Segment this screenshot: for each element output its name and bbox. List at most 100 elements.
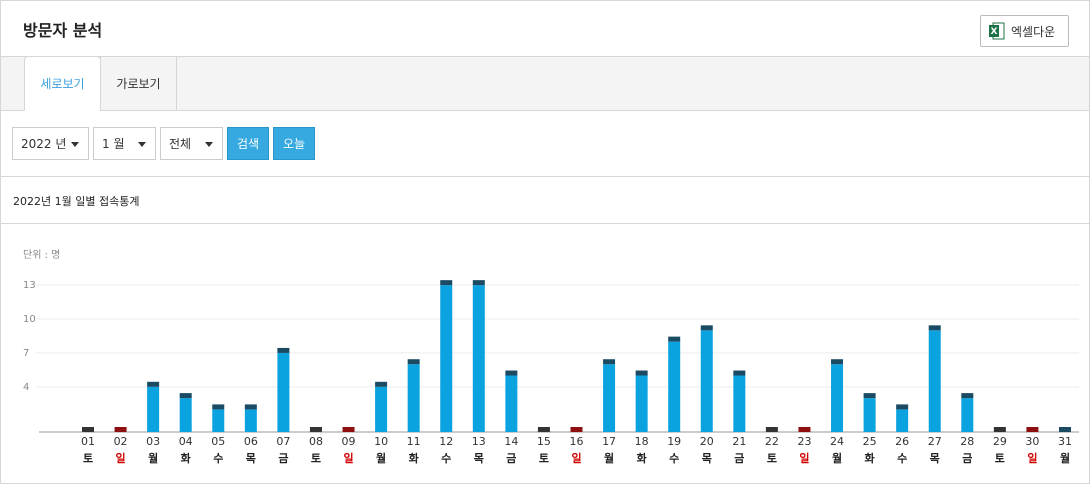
bar-cap xyxy=(896,404,909,410)
bar-cap xyxy=(342,427,355,432)
bar xyxy=(831,364,844,432)
weekday-label: 금 xyxy=(962,452,972,465)
scope-select[interactable]: 전체 xyxy=(160,127,223,160)
bar xyxy=(407,364,420,432)
bar-cap xyxy=(765,427,778,432)
x-tick-label: 27 xyxy=(928,435,942,448)
bar-cap xyxy=(440,280,453,286)
weekday-label: 월 xyxy=(604,451,614,465)
x-tick-label: 15 xyxy=(537,435,551,448)
bar-cap xyxy=(505,370,518,376)
x-tick-label: 01 xyxy=(81,435,95,448)
month-select[interactable]: 1 월 xyxy=(93,127,156,160)
y-tick-label: 13 xyxy=(23,280,36,291)
bar-cap xyxy=(82,427,94,432)
x-tick-label: 26 xyxy=(895,435,909,448)
x-tick-label: 25 xyxy=(863,435,877,448)
weekday-label: 금 xyxy=(734,452,744,465)
x-tick-label: 29 xyxy=(993,435,1007,448)
bar xyxy=(961,398,974,432)
weekday-label: 토 xyxy=(83,452,93,465)
x-tick-label: 28 xyxy=(960,435,974,448)
weekday-label: 토 xyxy=(539,452,549,465)
bar-cap xyxy=(375,381,388,387)
weekday-label: 일 xyxy=(799,451,809,465)
tab[interactable]: 세로보기 xyxy=(24,56,101,111)
excel-icon: X xyxy=(989,22,1005,40)
bar-cap xyxy=(733,370,746,376)
search-button[interactable]: 검색 xyxy=(227,127,269,160)
svg-text:X: X xyxy=(991,27,998,37)
bar xyxy=(928,330,941,432)
bar xyxy=(863,398,876,432)
x-tick-label: 18 xyxy=(635,435,649,448)
bar-cap xyxy=(863,393,876,399)
y-tick-label: 10 xyxy=(23,314,36,325)
weekday-label: 월 xyxy=(148,451,158,465)
bar-cap xyxy=(570,427,583,432)
bar xyxy=(505,375,518,432)
x-tick-label: 06 xyxy=(244,435,258,448)
weekday-label: 목 xyxy=(246,452,256,465)
bar xyxy=(277,352,290,432)
weekday-label: 목 xyxy=(474,452,484,465)
x-tick-label: 19 xyxy=(667,435,681,448)
weekday-label: 수 xyxy=(669,452,679,465)
bar xyxy=(700,330,713,432)
bar-cap xyxy=(1059,427,1071,432)
weekday-label: 일 xyxy=(343,451,353,465)
weekday-label: 수 xyxy=(213,452,223,465)
bar xyxy=(244,409,257,432)
x-tick-label: 30 xyxy=(1025,435,1039,448)
bar-cap xyxy=(472,280,485,286)
y-tick-label: 7 xyxy=(23,348,29,359)
bar xyxy=(472,285,485,432)
today-button[interactable]: 오늘 xyxy=(273,127,315,160)
weekday-label: 일 xyxy=(571,451,581,465)
tab[interactable]: 가로보기 xyxy=(100,56,177,111)
weekday-label: 일 xyxy=(1027,451,1037,465)
weekday-label: 월 xyxy=(1060,451,1070,465)
x-tick-label: 07 xyxy=(276,435,290,448)
weekday-label: 토 xyxy=(767,452,777,465)
x-tick-label: 09 xyxy=(342,435,356,448)
divider xyxy=(1,223,1089,224)
unit-label: 단위 : 명 xyxy=(23,248,60,261)
bar-cap xyxy=(407,359,420,365)
bar-cap xyxy=(179,393,192,399)
weekday-label: 토 xyxy=(311,452,321,465)
bar-cap xyxy=(928,325,941,331)
bar xyxy=(896,409,909,432)
weekday-label: 금 xyxy=(506,452,516,465)
excel-download-button[interactable]: X 엑셀다운 xyxy=(980,15,1069,47)
y-tick-label: 4 xyxy=(23,382,29,393)
chart: 단위 : 명 4 7 10 13 01 토 02 일 03 월 04 화 05 수 06 목 07 금 08 토 09 일… xyxy=(23,248,1079,465)
page-title: 방문자 분석 xyxy=(23,21,103,40)
weekday-label: 화 xyxy=(181,451,191,465)
bar-cap xyxy=(700,325,713,331)
x-tick-label: 11 xyxy=(407,435,421,448)
bar-cap xyxy=(993,427,1006,432)
bar xyxy=(635,375,648,432)
x-tick-label: 10 xyxy=(374,435,388,448)
year-select[interactable]: 2022 년 xyxy=(12,127,89,160)
bar xyxy=(147,386,160,432)
bar xyxy=(733,375,746,432)
tab-bar: 세로보기 가로보기 xyxy=(1,56,1089,111)
weekday-label: 월 xyxy=(832,451,842,465)
x-tick-label: 05 xyxy=(211,435,225,448)
section-title: 2022년 1월 일별 접속통계 xyxy=(13,195,140,208)
bar-cap xyxy=(537,427,550,432)
bar-cap xyxy=(212,404,225,410)
weekday-label: 목 xyxy=(702,452,712,465)
bar xyxy=(375,386,388,432)
x-tick-label: 22 xyxy=(765,435,779,448)
x-tick-label: 23 xyxy=(797,435,811,448)
x-tick-label: 16 xyxy=(570,435,584,448)
bar-cap xyxy=(668,336,681,342)
bar-cap xyxy=(114,427,127,432)
x-tick-label: 04 xyxy=(179,435,193,448)
bar-cap xyxy=(1026,427,1039,432)
x-tick-label: 02 xyxy=(114,435,128,448)
